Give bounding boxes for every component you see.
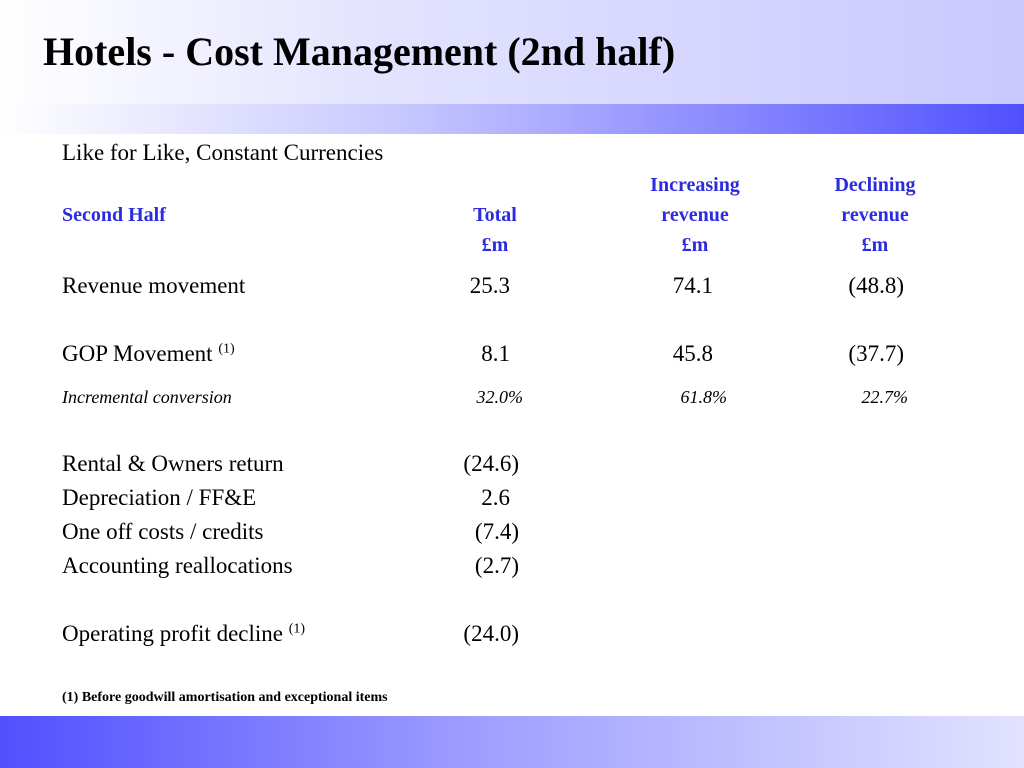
cell-total: (2.7) — [474, 553, 519, 578]
cell-increasing: 74.1 — [672, 273, 713, 298]
row-label: Depreciation / FF&E — [62, 485, 257, 510]
cell-increasing: 61.8% — [680, 387, 728, 407]
cell-increasing: 45.8 — [672, 341, 713, 366]
col-increasing-header-line1: Increasing — [650, 174, 740, 196]
row-label: One off costs / credits — [62, 519, 264, 544]
col-declining-header-line1: Declining — [834, 174, 916, 196]
row-label-text: Operating profit decline — [62, 621, 289, 646]
footer-band — [0, 716, 1024, 768]
row-label-header: Second Half — [62, 204, 166, 226]
row-label: GOP Movement (1) — [62, 341, 235, 367]
row-label: Revenue movement — [62, 273, 246, 298]
cell-total: (24.6) — [463, 451, 519, 476]
col-total-header: Total — [473, 204, 517, 226]
cell-declining: (48.8) — [848, 273, 904, 298]
col-declining-header-line2: revenue — [841, 204, 909, 226]
col-increasing-unit: £m — [681, 234, 709, 256]
col-declining-unit: £m — [861, 234, 889, 256]
cell-declining: (37.7) — [848, 341, 904, 366]
cell-total: 2.6 — [481, 485, 510, 510]
cell-total: 8.1 — [481, 341, 510, 366]
footnote-ref: (1) — [288, 621, 306, 637]
footnote-ref: (1) — [218, 341, 235, 357]
slide-title: Hotels - Cost Management (2nd half) — [43, 29, 676, 74]
row-label: Rental & Owners return — [62, 451, 284, 476]
footnote: (1) Before goodwill amortisation and exc… — [62, 690, 388, 705]
title-bar — [0, 0, 1024, 104]
cell-total: (7.4) — [474, 519, 519, 544]
row-label: Incremental conversion — [62, 387, 232, 407]
col-total-unit: £m — [481, 234, 509, 256]
cell-declining: 22.7% — [861, 387, 909, 407]
col-increasing-header-line2: revenue — [661, 204, 729, 226]
row-label: Accounting reallocations — [62, 553, 293, 578]
cell-total: (24.0) — [463, 621, 519, 646]
header-band — [0, 104, 1024, 134]
cell-total: 32.0% — [476, 387, 524, 407]
row-label: Operating profit decline (1) — [62, 621, 305, 647]
cell-total: 25.3 — [469, 273, 510, 298]
row-label-text: GOP Movement — [62, 341, 219, 366]
table-caption: Like for Like, Constant Currencies — [62, 140, 384, 165]
